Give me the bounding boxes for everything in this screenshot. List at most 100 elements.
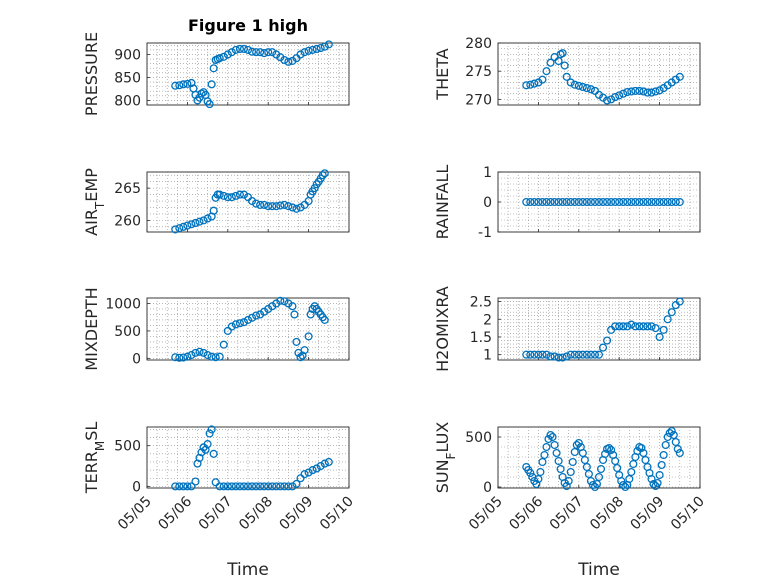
data-point [667,308,676,317]
data-point [580,455,589,465]
data-point [522,81,531,90]
y-tick-label: 1 [483,165,492,181]
data-point [532,479,541,489]
data-point [631,322,640,331]
data-point [231,45,240,54]
data-point [191,348,200,357]
data-point [596,464,606,474]
series-points [522,49,684,105]
data-point [546,58,555,67]
data-point [247,196,257,206]
data-point [621,482,630,492]
data-point [603,197,612,207]
data-point [183,482,192,491]
data-point [280,200,289,209]
data-point [296,203,305,212]
data-point [231,320,240,329]
data-point [260,49,269,58]
data-point [264,202,273,211]
series-points [522,197,684,207]
data-point [615,197,624,207]
data-point [598,343,608,352]
data-point [243,315,253,324]
data-point [607,197,616,207]
data-point [183,79,192,88]
data-point [203,351,212,360]
data-point [171,353,180,362]
data-point [675,448,684,458]
data-point [316,461,325,471]
y-axis-label: H2OMIXRA [433,286,452,372]
data-point [594,350,604,359]
series-points [171,296,329,362]
data-point [603,336,612,345]
subplot-theta: 270 275 280 THETA [433,36,701,108]
data-point [223,193,232,202]
data-point [667,197,676,207]
data-point [643,322,652,331]
data-point [574,350,583,359]
data-point [284,57,293,66]
data-point [568,457,577,467]
data-point [615,91,624,100]
data-point [227,193,236,202]
x-tick-label: 05/06 [506,493,546,533]
data-point [647,322,656,331]
data-point [175,482,184,491]
data-point [598,197,608,207]
data-point [247,313,257,322]
data-point [538,75,547,84]
data-point [324,40,333,49]
data-point [655,86,664,95]
data-point [594,472,604,482]
y-tick-label: 280 [465,36,492,52]
data-point [659,197,668,207]
data-point [635,322,644,331]
subplot-pressure: 800 850 900 PRESSURE Figure 1 high [82,16,350,116]
data-point [268,202,277,211]
data-point [288,203,297,212]
data-point [215,352,224,361]
data-point [550,440,559,450]
data-point [243,45,253,54]
data-point [215,54,224,63]
series-points [171,40,333,109]
data-point [578,82,587,92]
data-point [639,448,648,458]
data-point [564,476,573,486]
data-point [605,443,614,453]
y-tick-label: 0 [483,480,492,496]
data-point [179,482,188,491]
data-point [235,44,244,54]
data-point [209,449,218,458]
y-tick-label: 500 [114,439,141,455]
data-point [288,302,297,311]
data-point [219,191,228,200]
data-point [675,197,684,207]
data-point [223,326,232,335]
data-point [215,482,224,491]
data-point [574,438,583,448]
y-axis-label: THETA [433,48,452,100]
data-point [256,48,265,57]
data-point [312,464,321,473]
data-point [276,201,285,210]
subplot-terr-msl: 0 500 05/05 05/06 05/07 05/08 05/09 05/10 TERRMS… [82,422,357,580]
data-point [235,319,244,328]
y-axis-label: AIRTEMP [82,168,107,236]
data-point [268,48,277,57]
data-point [627,467,636,477]
data-point [544,434,553,444]
series-points [522,297,684,362]
data-point [647,474,656,484]
series-points [522,426,684,492]
data-point [552,448,561,458]
grid [498,427,700,488]
data-point [522,350,531,359]
x-tick-label: 05/08 [587,494,627,534]
data-point [235,482,244,491]
data-point [675,72,684,81]
data-point [631,197,640,207]
data-point [179,353,188,362]
y-tick-label: 0 [132,351,141,367]
